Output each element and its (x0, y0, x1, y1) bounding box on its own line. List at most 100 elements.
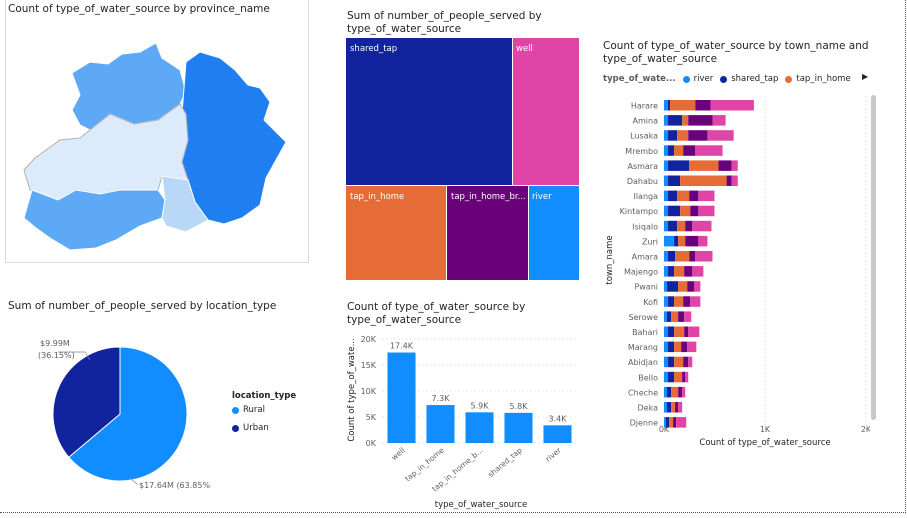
town-bar-segment[interactable] (669, 417, 674, 428)
province-map[interactable] (10, 40, 300, 260)
town-bar-segment[interactable] (692, 266, 704, 277)
town-bar-segment[interactable] (674, 341, 682, 353)
town-bar-segment[interactable] (695, 145, 723, 156)
town-bar-segment[interactable] (694, 281, 701, 292)
town-bar-segment[interactable] (685, 235, 699, 247)
town-bar-segment[interactable] (698, 205, 715, 217)
town-bar-segment[interactable] (718, 160, 732, 171)
town-bar-segment[interactable] (674, 356, 684, 368)
town-bar-segment[interactable] (664, 205, 669, 217)
town-bar-segment[interactable] (674, 326, 685, 338)
town-bar-segment[interactable] (683, 145, 696, 156)
town-bar-segment[interactable] (664, 386, 668, 398)
town-bar-segment[interactable] (710, 100, 754, 111)
town-bar-segment[interactable] (675, 251, 690, 262)
town-bar-segment[interactable] (664, 266, 669, 277)
town-bar-segment[interactable] (678, 402, 683, 413)
town-stacked-bar-chart[interactable]: 0K 1K 2K Harare Amina Lusaka Mrembo Asmara Dahab… (600, 92, 870, 452)
treemap-tile-tap-in-home-broken[interactable] (447, 186, 528, 280)
town-bar-segment[interactable] (664, 402, 668, 413)
town-bar-segment[interactable] (687, 281, 695, 292)
town-bar-segment[interactable] (681, 341, 688, 353)
town-bar-segment[interactable] (676, 417, 687, 428)
town-bar-segment[interactable] (692, 220, 712, 232)
province-east[interactable] (181, 51, 287, 225)
town-bar-segment[interactable] (731, 175, 738, 187)
town-bar-segment[interactable] (682, 115, 689, 126)
town-bar-segment[interactable] (674, 266, 685, 277)
town-bar-segment[interactable] (664, 100, 669, 111)
province-southwest[interactable] (23, 189, 166, 251)
town-bar-segment[interactable] (668, 220, 678, 232)
town-bar-segment[interactable] (664, 251, 669, 262)
town-bar-segment[interactable] (683, 356, 689, 368)
town-bar-segment[interactable] (668, 296, 675, 307)
town-bar-segment[interactable] (673, 417, 677, 428)
treemap-tile-tap-in-home[interactable] (346, 186, 446, 280)
town-scrollbar-thumb[interactable] (871, 95, 876, 420)
town-bar-segment[interactable] (678, 311, 685, 322)
town-bar-segment[interactable] (690, 205, 699, 217)
town-bar-segment[interactable] (670, 100, 696, 111)
town-bar-segment[interactable] (685, 220, 693, 232)
town-bar-segment[interactable] (664, 130, 669, 141)
town-bar-segment[interactable] (712, 115, 726, 126)
treemap-tile-well[interactable] (513, 38, 579, 185)
town-bar-segment[interactable] (678, 235, 686, 247)
town-bar-segment[interactable] (668, 266, 675, 277)
town-bar-segment[interactable] (685, 371, 689, 383)
town-bar-segment[interactable] (689, 251, 696, 262)
town-bar-segment[interactable] (668, 175, 681, 187)
town-bar-segment[interactable] (668, 115, 683, 126)
town-bar-segment[interactable] (664, 417, 667, 428)
town-bar-segment[interactable] (684, 311, 692, 322)
town-bar-segment[interactable] (698, 235, 708, 247)
town-bar-segment[interactable] (695, 251, 713, 262)
town-bar-segment[interactable] (678, 386, 683, 398)
town-bar-segment[interactable] (683, 296, 691, 307)
town-bar-segment[interactable] (677, 220, 686, 232)
town-bar-segment[interactable] (731, 160, 738, 171)
town-bar-segment[interactable] (667, 311, 672, 322)
province-south[interactable] (161, 175, 209, 233)
town-bar-segment[interactable] (668, 326, 675, 338)
pie-chart[interactable]: $9.99M (36.15%) $17.64M (63.85%) (20, 330, 210, 495)
town-bar-segment[interactable] (674, 371, 683, 383)
town-bar-segment[interactable] (664, 190, 669, 202)
town-bar-segment[interactable] (667, 386, 672, 398)
town-legend-tap-in-home[interactable]: tap_in_home (796, 74, 851, 84)
town-bar-segment[interactable] (664, 281, 668, 292)
bar-4[interactable] (543, 425, 572, 443)
town-bar-segment[interactable] (684, 326, 689, 338)
town-bar-segment[interactable] (680, 175, 727, 187)
town-bar-segment[interactable] (668, 341, 675, 353)
town-bar-segment[interactable] (674, 296, 684, 307)
town-bar-segment[interactable] (674, 235, 679, 247)
town-bar-segment[interactable] (664, 326, 669, 338)
town-legend-river[interactable]: river (693, 74, 714, 84)
pie-slice-urban[interactable] (52, 346, 121, 458)
treemap-tile-shared-tap[interactable] (346, 38, 512, 185)
town-bar-segment[interactable] (667, 281, 679, 292)
town-bar-segment[interactable] (664, 115, 669, 126)
bar-chart[interactable]: 0K5K10K15K20K17.4Kwell7.3Ktap_in_home5.9… (345, 330, 585, 515)
town-bar-segment[interactable] (664, 371, 669, 383)
town-bar-segment[interactable] (688, 130, 708, 141)
pie-legend-item-urban[interactable]: Urban (232, 423, 269, 433)
town-bar-segment[interactable] (664, 235, 675, 247)
town-bar-segment[interactable] (666, 417, 670, 428)
town-bar-segment[interactable] (688, 115, 713, 126)
town-bar-segment[interactable] (675, 402, 679, 413)
town-bar-segment[interactable] (688, 326, 700, 338)
town-bar-segment[interactable] (677, 130, 689, 141)
town-bar-segment[interactable] (668, 371, 675, 383)
town-bar-segment[interactable] (668, 145, 675, 156)
town-bar-segment[interactable] (684, 266, 693, 277)
town-bar-segment[interactable] (667, 402, 672, 413)
town-bar-segment[interactable] (671, 386, 679, 398)
town-bar-segment[interactable] (671, 311, 679, 322)
town-bar-segment[interactable] (682, 371, 686, 383)
treemap-tile-river[interactable] (529, 186, 579, 280)
town-bar-segment[interactable] (677, 190, 690, 202)
town-legend-shared-tap[interactable]: shared_tap (731, 74, 779, 84)
